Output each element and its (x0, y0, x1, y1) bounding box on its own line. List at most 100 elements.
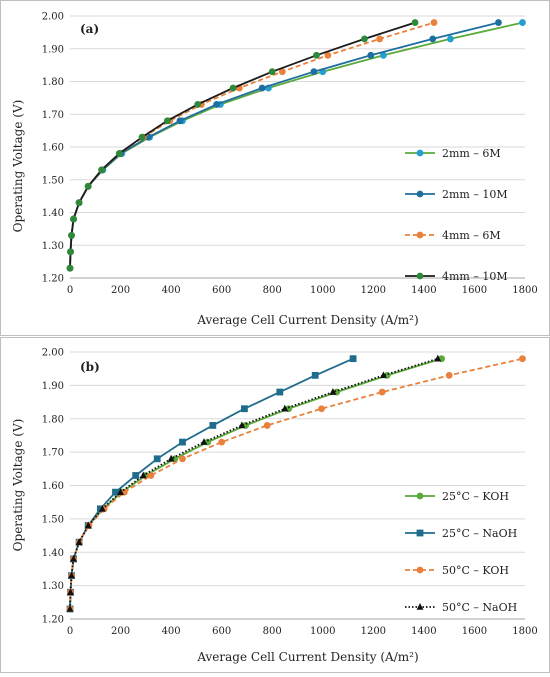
data-point (495, 19, 502, 26)
legend-item: 2mm – 10M (405, 188, 508, 201)
legend-label: 25°C – NaOH (442, 527, 517, 540)
legend-label: 50°C – NaOH (442, 601, 517, 614)
data-point (329, 388, 337, 395)
y-tick-label: 1.30 (42, 581, 64, 592)
data-point (70, 215, 77, 223)
x-tick-label: 600 (212, 285, 231, 296)
x-tick-label: 0 (67, 285, 73, 296)
data-point (194, 101, 202, 108)
x-axis-label: Average Cell Current Density (A/m²) (196, 313, 418, 327)
data-point (380, 51, 387, 59)
data-point (324, 51, 332, 59)
y-tick-label: 1.60 (42, 143, 64, 154)
data-point (229, 84, 237, 92)
chart-a-border (0, 0, 550, 336)
y-tick-label: 2.00 (42, 12, 64, 23)
data-point (310, 68, 318, 76)
series-line (69, 357, 439, 610)
data-point (278, 68, 286, 76)
data-point (153, 455, 161, 463)
y-tick-label: 1.70 (42, 448, 64, 459)
data-point (311, 371, 319, 379)
data-point (68, 571, 75, 579)
data-point (447, 35, 454, 43)
legend-swatch-marker (416, 529, 424, 537)
legend-swatch-marker (416, 603, 424, 610)
data-point (378, 388, 386, 396)
data-point (84, 521, 92, 529)
x-tick-label: 1000 (310, 285, 335, 296)
data-point (67, 588, 74, 596)
data-point (167, 454, 175, 462)
data-point (147, 472, 155, 479)
legend-label: 50°C – KOH (442, 564, 509, 577)
legend-item: 25°C – NaOH (405, 527, 517, 540)
legend: 25°C – KOH 25°C – NaOH 50°C – KOH 50°C – Na… (405, 490, 517, 614)
legend-label: 4mm – 6M (442, 229, 501, 242)
y-tick-label: 1.80 (42, 414, 64, 425)
data-point (112, 488, 119, 496)
chart-b-svg: (b) Average Cell Current Density (A/m²) … (0, 337, 550, 673)
data-point (75, 199, 83, 207)
x-tick-label: 1600 (462, 285, 487, 296)
x-tick-label: 400 (162, 285, 181, 296)
legend-swatch-marker (416, 566, 424, 574)
x-tick-label: 200 (111, 285, 130, 296)
series-3 (66, 354, 442, 612)
x-tick-label: 1600 (462, 626, 487, 637)
data-point (96, 505, 104, 513)
legend-swatch-marker (416, 231, 424, 239)
data-point (66, 604, 74, 612)
panel-label-a: (a) (80, 22, 99, 36)
data-point (75, 538, 83, 546)
y-tick-label: 1.50 (42, 175, 64, 186)
data-point (318, 405, 325, 413)
data-point (361, 35, 368, 43)
data-point (276, 388, 284, 396)
y-tick-label: 1.30 (42, 241, 64, 252)
data-point (98, 504, 106, 512)
x-tick-label: 200 (111, 626, 130, 637)
y-tick-label: 1.90 (42, 381, 64, 392)
legend-label: 4mm – 10M (442, 270, 508, 283)
y-tick-label: 1.80 (42, 77, 64, 88)
panel-label-b: (b) (80, 360, 100, 374)
data-point (70, 554, 77, 562)
y-tick-label: 1.60 (42, 481, 64, 492)
y-tick-label: 1.40 (42, 548, 64, 559)
x-tick-label: 0 (67, 626, 73, 637)
data-point (179, 438, 186, 446)
legend-swatch-marker (416, 149, 424, 157)
legend-label: 2mm – 10M (442, 188, 508, 201)
x-tick-label: 1400 (411, 626, 436, 637)
y-tick-label: 2.00 (42, 348, 64, 359)
x-tick-label: 800 (263, 285, 282, 296)
data-point (68, 232, 75, 239)
data-point (430, 19, 438, 26)
data-point (268, 68, 276, 76)
legend-swatch-marker (416, 492, 424, 500)
x-tick-label: 1200 (361, 626, 386, 637)
legend-item: 4mm – 10M (405, 270, 508, 283)
chart-panel-a: (a) Average Cell Current Density (A/m²) … (0, 0, 550, 336)
x-tick-label: 600 (212, 626, 231, 637)
data-point (139, 471, 147, 479)
y-tick-label: 1.50 (42, 514, 64, 525)
data-point (241, 405, 248, 413)
data-point (445, 371, 453, 379)
data-point (163, 117, 171, 125)
chart-a-svg: (a) Average Cell Current Density (A/m²) … (0, 0, 550, 336)
data-point (117, 488, 124, 495)
legend-swatch-marker (416, 190, 424, 198)
data-point (238, 421, 246, 429)
y-tick-label: 1.70 (42, 110, 64, 121)
y-axis-label: Operating Voltage (V) (11, 100, 25, 233)
data-point (67, 248, 74, 256)
data-point (213, 101, 221, 108)
x-tick-label: 1200 (361, 285, 386, 296)
data-point (258, 84, 266, 92)
x-tick-label: 400 (162, 626, 181, 637)
data-point (429, 35, 437, 43)
y-tick-label: 1.90 (42, 44, 64, 55)
x-tick-label: 800 (263, 626, 282, 637)
